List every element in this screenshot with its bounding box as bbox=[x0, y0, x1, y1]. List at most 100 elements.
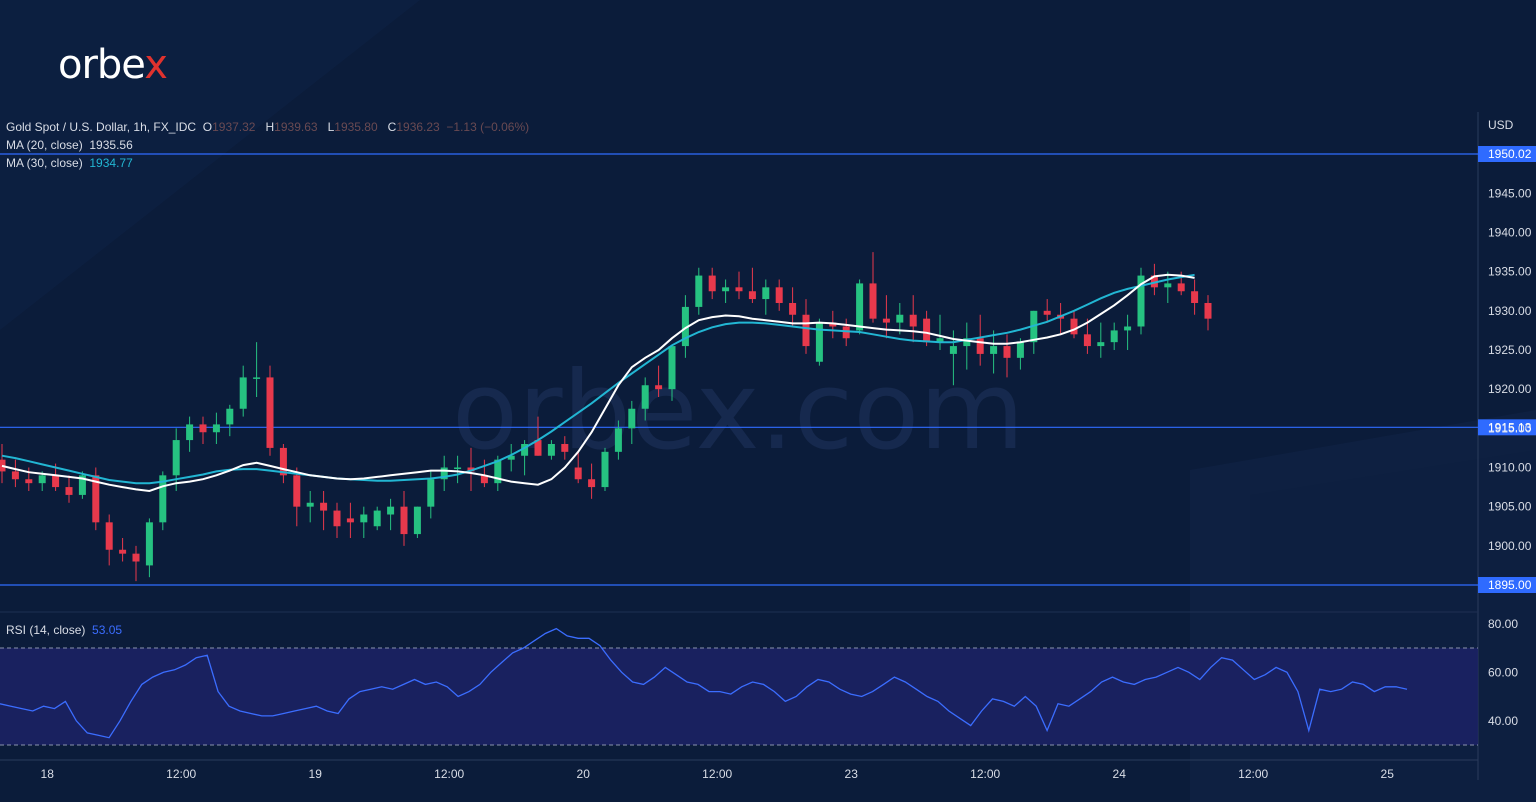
candle-up bbox=[239, 377, 247, 409]
candle-down bbox=[1191, 291, 1199, 303]
candle-down bbox=[748, 291, 756, 300]
candle-down bbox=[802, 314, 810, 347]
candle-up bbox=[1016, 342, 1024, 358]
candle-down bbox=[199, 424, 207, 433]
price-tick-label: 1915.00 bbox=[1488, 421, 1532, 435]
candle-up bbox=[641, 385, 649, 409]
candle-up bbox=[521, 443, 529, 456]
candle-down bbox=[789, 302, 797, 315]
level-price-tag bbox=[1478, 146, 1536, 162]
low-value: 1935.80 bbox=[334, 120, 378, 134]
candle-up bbox=[1164, 283, 1172, 288]
time-axis-label: 12:00 bbox=[702, 767, 732, 781]
candle-up bbox=[413, 506, 421, 535]
candle-up bbox=[78, 475, 86, 495]
time-axis-label: 20 bbox=[577, 767, 591, 781]
open-value: 1937.32 bbox=[212, 120, 256, 134]
currency-label: USD bbox=[1488, 118, 1514, 132]
candle-down bbox=[279, 447, 287, 476]
candle-up bbox=[1110, 330, 1118, 343]
candle-up bbox=[172, 440, 180, 476]
watermark: orbex.com bbox=[452, 349, 1024, 474]
candle-down bbox=[1070, 318, 1078, 335]
rsi-tick-label: 80.00 bbox=[1488, 617, 1518, 631]
candle-down bbox=[534, 440, 542, 456]
level-price-tag bbox=[1478, 419, 1536, 436]
high-value: 1939.63 bbox=[274, 120, 318, 134]
ma20-legend: MA (20, close) 1935.56 bbox=[6, 138, 133, 152]
ma30-value: 1934.77 bbox=[89, 156, 133, 170]
candle-up bbox=[427, 479, 435, 507]
price-tick-label: 1945.00 bbox=[1488, 186, 1532, 200]
candle-up bbox=[668, 346, 676, 390]
candle-down bbox=[1150, 275, 1158, 288]
symbol-title: Gold Spot / U.S. Dollar, 1h, FX_IDC bbox=[6, 120, 197, 134]
candle-down bbox=[842, 326, 850, 339]
candle-up bbox=[936, 338, 944, 343]
candle-down bbox=[333, 510, 341, 527]
candle-up bbox=[360, 514, 368, 523]
candle-up bbox=[695, 275, 703, 307]
candle-down bbox=[735, 287, 743, 292]
candle-down bbox=[1003, 346, 1011, 358]
candle-down bbox=[1204, 302, 1212, 319]
candle-down bbox=[829, 322, 837, 327]
candle-up bbox=[990, 346, 998, 354]
candle-up bbox=[159, 475, 167, 523]
time-axis-label: 19 bbox=[309, 767, 323, 781]
time-axis-label: 12:00 bbox=[1238, 767, 1268, 781]
candle-down bbox=[574, 467, 582, 480]
candle-down bbox=[1083, 334, 1091, 347]
candle-down bbox=[775, 287, 783, 303]
time-axis-label: 24 bbox=[1113, 767, 1127, 781]
candle-down bbox=[119, 549, 127, 554]
rsi-line bbox=[0, 627, 1408, 739]
ma30-legend: MA (30, close) 1934.77 bbox=[6, 156, 133, 170]
candle-down bbox=[1043, 310, 1051, 315]
rsi-value: 53.05 bbox=[92, 623, 123, 637]
ma30-line bbox=[1, 273, 1195, 485]
candle-down bbox=[869, 283, 877, 319]
rsi-tick-label: 60.00 bbox=[1488, 665, 1518, 679]
candle-down bbox=[65, 487, 73, 495]
candle-down bbox=[923, 318, 931, 343]
candle-down bbox=[293, 475, 301, 507]
price-tick-label: 1910.00 bbox=[1488, 460, 1532, 474]
candle-up bbox=[762, 287, 770, 300]
candle-up bbox=[856, 283, 864, 331]
orbex-logo: orbex bbox=[58, 42, 168, 88]
rsi-legend: RSI (14, close) 53.05 bbox=[6, 623, 123, 637]
candle-up bbox=[601, 451, 609, 488]
close-value: 1936.23 bbox=[396, 120, 440, 134]
candle-up bbox=[722, 287, 730, 292]
candle-up bbox=[896, 314, 904, 323]
time-axis-label: 25 bbox=[1381, 767, 1395, 781]
candle-down bbox=[480, 475, 488, 484]
candle-down bbox=[266, 377, 274, 448]
ma20-value: 1935.56 bbox=[89, 138, 133, 152]
price-tick-label: 1900.00 bbox=[1488, 539, 1532, 553]
candle-down bbox=[25, 479, 33, 484]
candle-up bbox=[963, 338, 971, 347]
price-tick-label: 1905.00 bbox=[1488, 500, 1532, 514]
candle-down bbox=[588, 479, 596, 488]
candle-down bbox=[882, 318, 890, 323]
price-tick-label: 1930.00 bbox=[1488, 304, 1532, 318]
candle-up bbox=[212, 424, 220, 433]
candle-down bbox=[1177, 283, 1185, 292]
candle-down bbox=[909, 314, 917, 327]
candle-down bbox=[92, 475, 100, 523]
candle-up bbox=[306, 502, 314, 507]
candle-up bbox=[226, 408, 234, 425]
level-price-tag bbox=[1478, 577, 1536, 593]
candle-down bbox=[132, 553, 140, 562]
candle-up bbox=[1137, 275, 1145, 327]
price-tick-label: 1940.00 bbox=[1488, 225, 1532, 239]
candle-up bbox=[628, 408, 636, 429]
candle-up bbox=[507, 455, 515, 460]
time-axis-label: 18 bbox=[41, 767, 55, 781]
candle-down bbox=[400, 506, 408, 535]
time-axis-label: 12:00 bbox=[970, 767, 1000, 781]
candle-up bbox=[145, 522, 153, 566]
